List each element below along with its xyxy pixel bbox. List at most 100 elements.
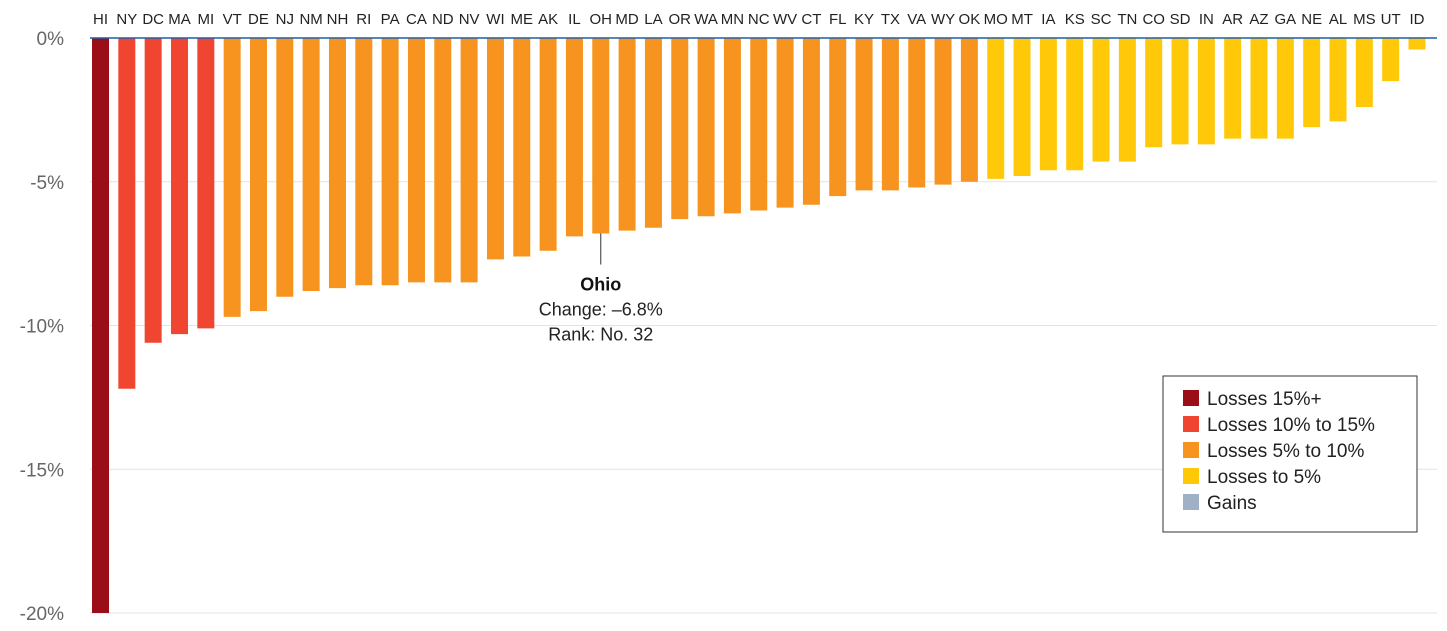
bar-ok	[960, 38, 978, 182]
ohio-annotation: Ohio Change: –6.8% Rank: No. 32	[539, 233, 663, 345]
annotation-title: Ohio	[580, 275, 621, 295]
bar-ut	[1382, 38, 1400, 82]
category-label-tx: TX	[881, 11, 900, 28]
bar-oh	[592, 38, 610, 234]
legend-swatch	[1183, 468, 1199, 484]
bar-mt	[1013, 38, 1031, 176]
legend-swatch	[1183, 494, 1199, 510]
legend-swatch	[1183, 442, 1199, 458]
bar-nm	[302, 38, 320, 291]
annotation-change: Change: –6.8%	[539, 300, 663, 320]
legend-label: Losses to 5%	[1207, 467, 1321, 488]
category-label-wy: WY	[931, 11, 955, 28]
category-label-dc: DC	[142, 11, 164, 28]
category-label-mn: MN	[721, 11, 744, 28]
category-label-id: ID	[1410, 11, 1425, 28]
category-label-ky: KY	[854, 11, 874, 28]
category-label-mt: MT	[1011, 11, 1033, 28]
bar-mn	[723, 38, 741, 214]
category-label-nh: NH	[327, 11, 349, 28]
category-label-ms: MS	[1353, 11, 1376, 28]
bar-wy	[934, 38, 952, 185]
category-label-ok: OK	[959, 11, 981, 28]
bar-md	[618, 38, 636, 231]
bar-in	[1197, 38, 1215, 145]
annotation-rank: Rank: No. 32	[548, 325, 653, 345]
y-axis-tick-labels: 0% -5% -10% -15% -20%	[20, 29, 64, 625]
bar-tn	[1118, 38, 1136, 162]
category-label-sd: SD	[1170, 11, 1191, 28]
category-label-pa: PA	[381, 11, 400, 28]
category-label-mo: MO	[984, 11, 1008, 28]
bar-mi	[197, 38, 215, 329]
y-tick-label: -20%	[20, 604, 64, 625]
legend-box	[1162, 375, 1418, 533]
category-label-az: AZ	[1249, 11, 1268, 28]
category-label-tn: TN	[1117, 11, 1137, 28]
bar-ca	[407, 38, 425, 283]
bar-nh	[328, 38, 346, 289]
bar-ia	[1039, 38, 1057, 171]
bar-co	[1145, 38, 1163, 148]
bar-nv	[460, 38, 478, 283]
category-label-ca: CA	[406, 11, 427, 28]
bar-ky	[855, 38, 873, 191]
category-label-ak: AK	[538, 11, 558, 28]
category-label-hi: HI	[93, 11, 108, 28]
category-label-il: IL	[568, 11, 581, 28]
bar-ar	[1224, 38, 1242, 139]
bar-al	[1329, 38, 1347, 122]
category-label-wv: WV	[773, 11, 797, 28]
legend: Losses 15%+ Losses 10% to 15% Losses 5% to…	[1162, 375, 1418, 533]
y-tick-label: -10%	[20, 317, 64, 338]
category-label-fl: FL	[829, 11, 847, 28]
bar-il	[565, 38, 583, 237]
bars	[92, 38, 1426, 613]
bar-wa	[697, 38, 715, 217]
category-label-de: DE	[248, 11, 269, 28]
bar-sd	[1171, 38, 1189, 145]
category-label-ne: NE	[1301, 11, 1322, 28]
legend-label: Losses 5% to 10%	[1207, 441, 1364, 462]
bar-ak	[539, 38, 557, 251]
legend-label: Losses 15%+	[1207, 389, 1322, 410]
category-label-or: OR	[669, 11, 692, 28]
bar-va	[908, 38, 926, 188]
category-label-nj: NJ	[276, 11, 294, 28]
bar-az	[1250, 38, 1268, 139]
bar-id	[1408, 38, 1426, 50]
y-tick-label: -15%	[20, 460, 64, 481]
bar-ga	[1276, 38, 1294, 139]
bar-nd	[434, 38, 452, 283]
category-label-nc: NC	[748, 11, 770, 28]
category-label-nd: ND	[432, 11, 454, 28]
category-label-wa: WA	[694, 11, 718, 28]
bar-wi	[486, 38, 504, 260]
category-label-wi: WI	[486, 11, 504, 28]
category-label-co: CO	[1142, 11, 1165, 28]
bar-dc	[144, 38, 162, 343]
y-tick-label: 0%	[37, 29, 65, 50]
category-label-al: AL	[1329, 11, 1347, 28]
category-label-ia: IA	[1041, 11, 1055, 28]
bar-vt	[223, 38, 241, 317]
bar-mo	[987, 38, 1005, 179]
bar-ma	[170, 38, 188, 335]
category-label-ct: CT	[801, 11, 821, 28]
bar-or	[671, 38, 689, 220]
bar-ks	[1066, 38, 1084, 171]
bar-de	[249, 38, 267, 312]
category-label-ks: KS	[1065, 11, 1085, 28]
bar-la	[644, 38, 662, 228]
bar-ny	[118, 38, 136, 389]
category-label-la: LA	[644, 11, 662, 28]
bar-wv	[776, 38, 794, 208]
y-tick-label: -5%	[30, 173, 64, 194]
bar-nj	[276, 38, 294, 297]
category-label-mi: MI	[197, 11, 214, 28]
bar-fl	[829, 38, 847, 197]
legend-swatch	[1183, 390, 1199, 406]
category-label-ga: GA	[1275, 11, 1297, 28]
bar-hi	[92, 38, 109, 613]
